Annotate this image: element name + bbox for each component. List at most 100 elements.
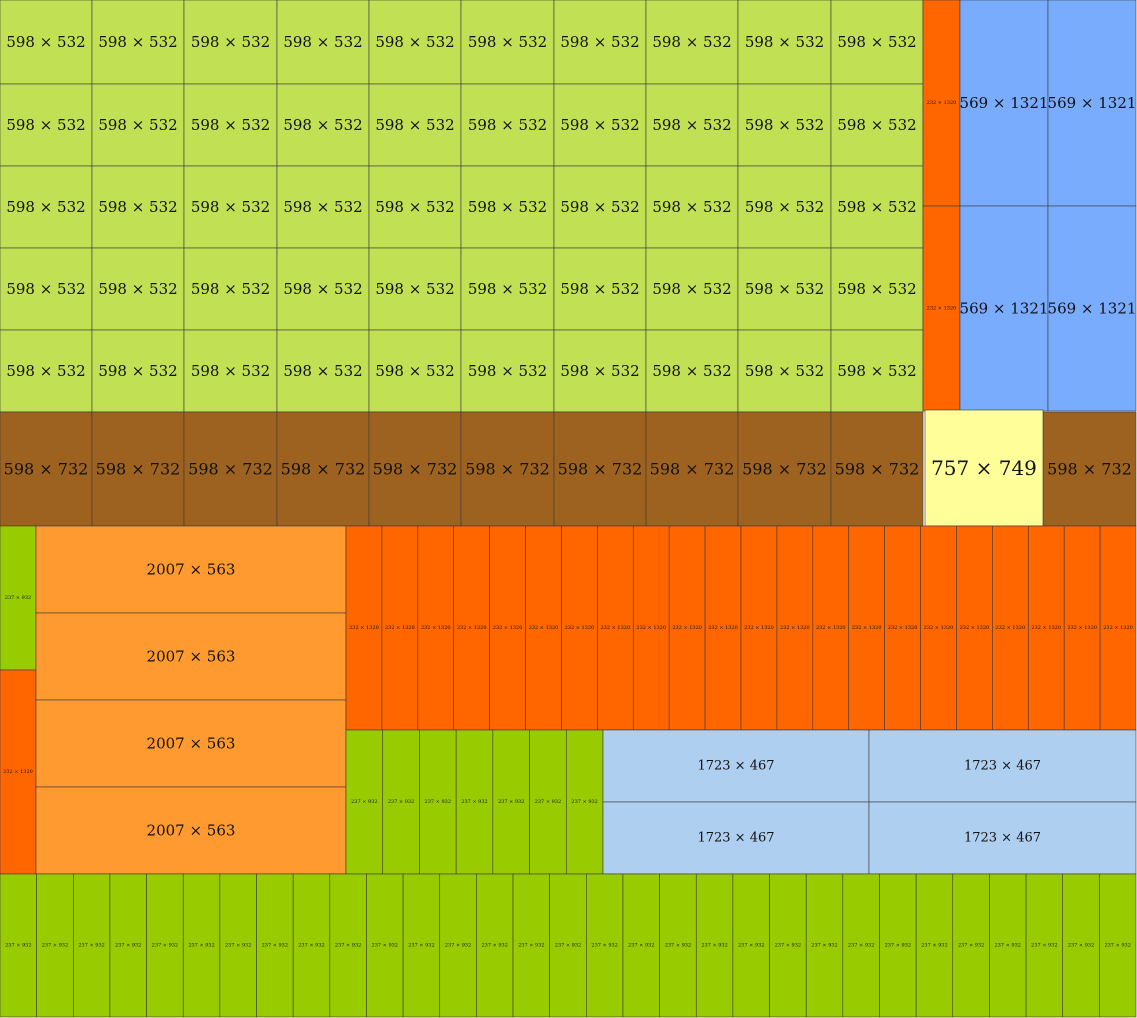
cell-232x1320-label: 232 × 1320 (529, 625, 559, 631)
cell-598x532 (553, 0, 647, 85)
cell-757x749-label: 757 × 749 (931, 456, 1037, 480)
cell-598x532-label: 598 × 532 (6, 280, 85, 298)
cell-232x1320-label: 232 × 1320 (780, 625, 810, 631)
cell-598x532-label: 598 × 532 (745, 280, 824, 298)
cell-598x532 (91, 0, 185, 85)
cell-237x932 (879, 873, 917, 1018)
cell-232x1320 (848, 525, 885, 731)
cell-598x532 (368, 247, 462, 331)
cell-237x932 (915, 873, 954, 1018)
cell-237x932-label: 237 × 932 (848, 943, 874, 949)
cell-598x532-label: 598 × 532 (98, 33, 177, 51)
cell-598x532 (737, 83, 832, 167)
cell-237x932 (419, 729, 457, 875)
cell-598x732-label: 598 × 732 (742, 460, 827, 479)
cell-598x532 (0, 165, 93, 249)
cell-598x532 (460, 329, 555, 413)
cell-598x532 (830, 329, 924, 413)
cell-232x1320-label: 232 × 1320 (565, 625, 595, 631)
cell-598x732-label: 598 × 732 (558, 460, 643, 479)
cell-232x1320 (922, 0, 961, 207)
cell-598x732 (91, 411, 185, 527)
cell-598x532 (276, 247, 370, 331)
cell-598x732-label: 598 × 732 (373, 460, 458, 479)
cell-598x532-label: 598 × 532 (652, 362, 731, 380)
cell-598x532-label: 598 × 532 (98, 362, 177, 380)
cell-598x532 (91, 165, 185, 249)
cell-237x932-label: 237 × 932 (78, 943, 104, 949)
cell-237x932 (989, 873, 1027, 1018)
cell-232x1320-label: 232 × 1320 (672, 625, 702, 631)
cell-598x532-label: 598 × 532 (837, 33, 916, 51)
cell-232x1320 (776, 525, 814, 731)
cell-237x932 (586, 873, 624, 1018)
cell-237x932-label: 237 × 932 (811, 943, 837, 949)
cell-237x932-label: 237 × 932 (408, 943, 434, 949)
cell-1723x467-label: 1723 × 467 (697, 831, 774, 846)
cell-237x932-label: 237 × 932 (481, 943, 507, 949)
cell-598x732 (460, 411, 555, 527)
cell-598x532-label: 598 × 532 (375, 198, 454, 216)
cell-237x932-label: 237 × 932 (885, 943, 911, 949)
cell-237x932-label: 237 × 932 (591, 943, 617, 949)
cell-237x932-label: 237 × 932 (188, 943, 214, 949)
cell-598x532-label: 598 × 532 (468, 116, 547, 134)
cell-598x732-label: 598 × 732 (465, 460, 550, 479)
cell-237x932-label: 237 × 932 (388, 799, 414, 805)
cell-1723x467 (868, 729, 1137, 803)
cell-237x932-label: 237 × 932 (921, 943, 947, 949)
cell-598x532 (460, 247, 555, 331)
cell-1723x467-label: 1723 × 467 (964, 759, 1041, 774)
cell-598x532-label: 598 × 532 (375, 280, 454, 298)
cell-598x532 (460, 165, 555, 249)
cell-237x932-label: 237 × 932 (775, 943, 801, 949)
cell-598x532-label: 598 × 532 (98, 198, 177, 216)
cell-237x932-label: 237 × 932 (5, 595, 31, 601)
cell-598x532 (276, 165, 370, 249)
cell-598x532 (0, 83, 93, 167)
cell-598x532 (368, 329, 462, 413)
cell-598x532-label: 598 × 532 (375, 116, 454, 134)
cell-598x532 (0, 0, 93, 85)
cell-237x932-label: 237 × 932 (115, 943, 141, 949)
cell-598x532-label: 598 × 532 (560, 362, 639, 380)
cell-598x732 (830, 411, 924, 527)
cell-237x932-label: 237 × 932 (5, 943, 31, 949)
cell-598x532-label: 598 × 532 (837, 280, 916, 298)
cell-237x932-label: 237 × 932 (461, 799, 487, 805)
cell-237x932-label: 237 × 932 (518, 943, 544, 949)
cell-232x1320 (525, 525, 562, 731)
cell-598x532-label: 598 × 532 (560, 116, 639, 134)
cell-598x732 (553, 411, 647, 527)
cell-598x532 (91, 329, 185, 413)
cell-598x532-label: 598 × 532 (745, 362, 824, 380)
cell-237x932 (952, 873, 990, 1018)
cell-237x932 (732, 873, 770, 1018)
cell-237x932-label: 237 × 932 (42, 943, 68, 949)
cell-1723x467 (868, 801, 1137, 875)
cell-598x732-label: 598 × 732 (4, 460, 89, 479)
cell-237x932 (366, 873, 404, 1018)
cell-598x732 (0, 411, 93, 527)
cell-598x532-label: 598 × 532 (837, 198, 916, 216)
cell-232x1320 (489, 525, 526, 731)
cell-237x932-label: 237 × 932 (498, 799, 524, 805)
cell-237x932 (439, 873, 477, 1018)
cell-598x732 (1042, 411, 1137, 527)
cell-598x532 (830, 0, 924, 85)
cell-237x932-label: 237 × 932 (351, 799, 377, 805)
cell-598x532-label: 598 × 532 (745, 33, 824, 51)
cell-598x732-label: 598 × 732 (835, 460, 920, 479)
cell-598x532 (645, 165, 739, 249)
cell-598x532 (737, 0, 832, 85)
cell-2007x563-label: 2007 × 563 (147, 822, 236, 840)
cell-598x532 (183, 329, 278, 413)
cell-598x532 (0, 329, 93, 413)
cell-598x532 (553, 247, 647, 331)
cell-237x932-label: 237 × 932 (535, 799, 561, 805)
cell-232x1320-label: 232 × 1320 (493, 625, 523, 631)
cell-237x932-label: 237 × 932 (701, 943, 727, 949)
cell-598x532 (276, 0, 370, 85)
